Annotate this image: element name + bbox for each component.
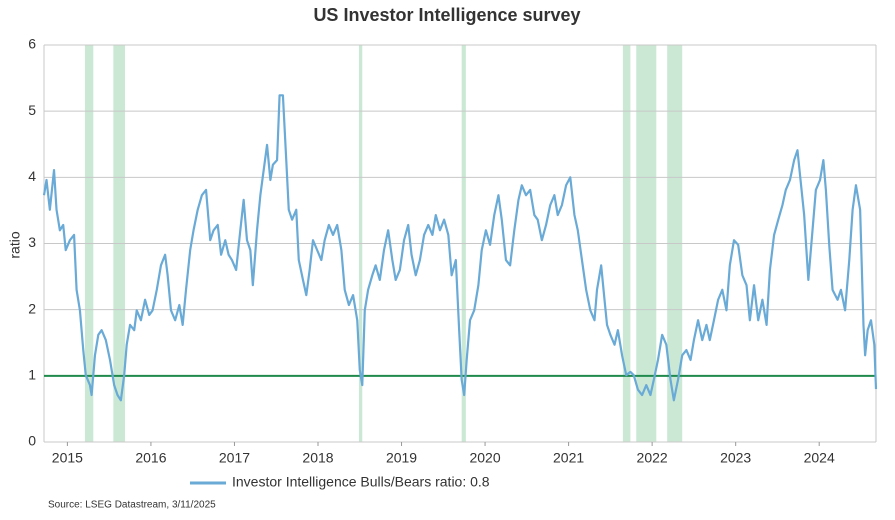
x-tick-label: 2022 (637, 450, 668, 466)
y-tick-label: 2 (28, 300, 36, 316)
x-tick-label: 2015 (52, 450, 83, 466)
y-tick-label: 6 (28, 36, 36, 52)
x-tick-label: 2019 (386, 450, 417, 466)
y-tick-label: 5 (28, 102, 36, 118)
x-tick-label: 2017 (219, 450, 250, 466)
y-tick-label: 3 (28, 234, 36, 250)
x-tick-label: 2020 (469, 450, 500, 466)
x-tick-label: 2023 (720, 450, 751, 466)
legend-label: Investor Intelligence Bulls/Bears ratio:… (232, 474, 490, 490)
chart-title: US Investor Intelligence survey (313, 5, 580, 25)
source-note: Source: LSEG Datastream, 3/11/2025 (48, 500, 216, 511)
x-tick-label: 2024 (804, 450, 835, 466)
x-tick-label: 2021 (553, 450, 584, 466)
y-tick-label: 4 (28, 168, 36, 184)
y-tick-label: 1 (28, 367, 36, 383)
y-axis-label: ratio (7, 231, 23, 258)
x-tick-label: 2016 (135, 450, 166, 466)
data-line (42, 94, 878, 402)
x-tick-label: 2018 (302, 450, 333, 466)
y-tick-label: 0 (28, 433, 36, 449)
